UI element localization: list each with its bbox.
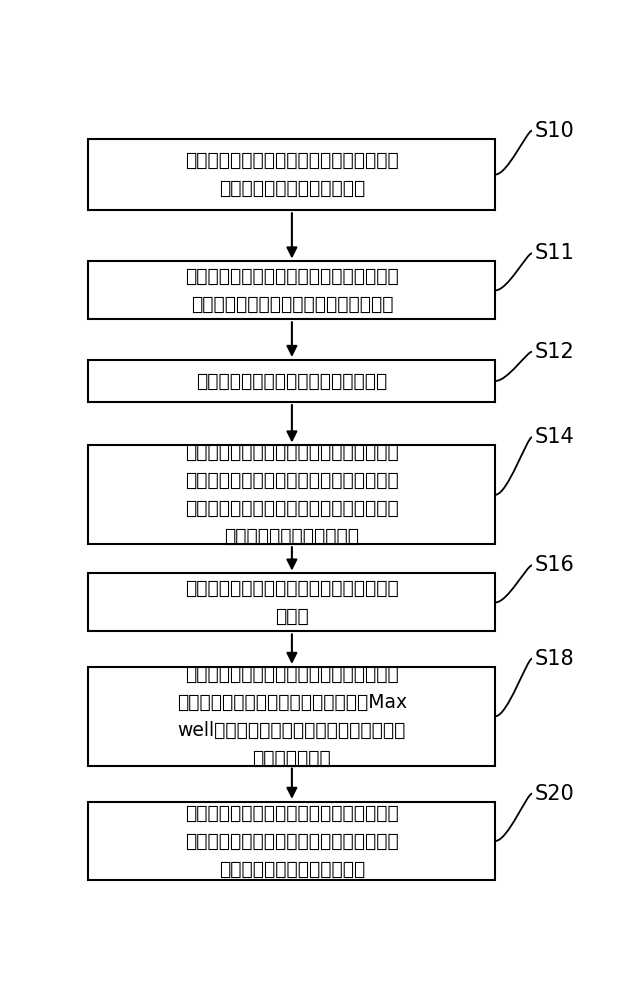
Text: 根据所述背景等离子体环境空间模型进行模
拟计算时所需的时间网格和空间网格划分: 根据所述背景等离子体环境空间模型进行模 拟计算时所需的时间网格和空间网格划分 <box>185 267 399 314</box>
Text: S10: S10 <box>535 121 574 141</box>
Text: S14: S14 <box>535 427 574 447</box>
Text: 采用外部注入法将相对论电子束注入所述等
离子体通道，利用所述相对论电子束与等离
子体相互作用激发的尾波场横向场对所述相
对论电子束进行长距离约束: 采用外部注入法将相对论电子束注入所述等 离子体通道，利用所述相对论电子束与等离 … <box>185 443 399 546</box>
Bar <box>88 139 496 210</box>
Bar <box>88 261 496 319</box>
Text: S11: S11 <box>535 243 574 263</box>
Text: S20: S20 <box>535 784 574 804</box>
Text: 调用构建的背景等离子体环境空间模型: 调用构建的背景等离子体环境空间模型 <box>196 371 387 390</box>
Text: S18: S18 <box>535 649 574 669</box>
Bar <box>88 360 496 402</box>
Bar <box>88 445 496 544</box>
Bar <box>88 667 496 766</box>
Text: S12: S12 <box>535 342 574 362</box>
Bar <box>88 573 496 631</box>
Text: 根据所述模拟结果确定最优模拟结果，将所
述最优模拟结果对应的传输参数输出作为相
对论电子束传输方案设计结果: 根据所述模拟结果确定最优模拟结果，将所 述最优模拟结果对应的传输参数输出作为相 … <box>185 803 399 878</box>
Bar <box>88 802 496 880</box>
Text: S16: S16 <box>535 555 574 575</box>
Text: 根据设定的边界条件，采用高阶粒子云插值
方法求解电流及四阶有限差分方法求解Max
well方程，计算得到参数调后所述相对论电
子束的模拟结果: 根据设定的边界条件，采用高阶粒子云插值 方法求解电流及四阶有限差分方法求解Max… <box>177 665 407 768</box>
Text: 调整所述相对论电子束的传输参数，进行传
输模拟: 调整所述相对论电子束的传输参数，进行传 输模拟 <box>185 579 399 626</box>
Text: 根据选定的等离子体空间环境参数，建立所
述背景等离子体环境空间模型: 根据选定的等离子体空间环境参数，建立所 述背景等离子体环境空间模型 <box>185 151 399 198</box>
